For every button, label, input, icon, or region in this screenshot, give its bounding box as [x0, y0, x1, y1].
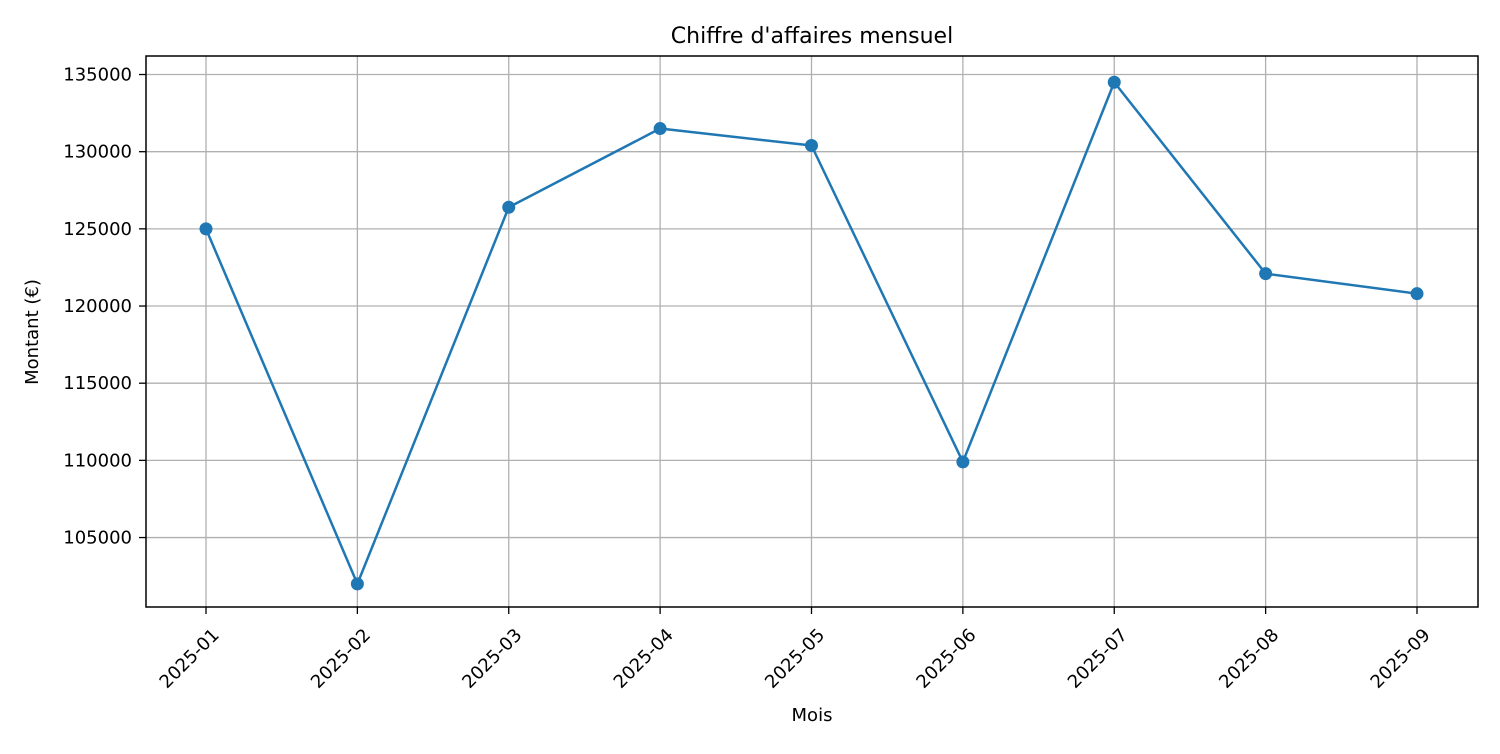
y-tick-label: 120000 [63, 296, 132, 317]
data-point [1107, 75, 1121, 89]
data-point [350, 577, 364, 591]
chart-title: Chiffre d'affaires mensuel [671, 24, 953, 49]
data-point [1259, 267, 1273, 281]
y-tick-label: 135000 [63, 65, 132, 86]
data-point [653, 122, 667, 136]
data-point [502, 200, 516, 214]
series-layer [199, 75, 1424, 591]
y-tick-label: 125000 [63, 219, 132, 240]
x-axis-label: Mois [792, 705, 833, 726]
data-point [805, 139, 818, 153]
data-point [956, 455, 970, 469]
y-tick-label: 110000 [63, 450, 132, 471]
y-axis-label: Montant (€) [22, 279, 43, 385]
y-tick-label: 130000 [63, 142, 132, 163]
data-point [1410, 287, 1424, 301]
data-point [199, 222, 213, 236]
y-tick-label: 105000 [63, 528, 132, 549]
y-tick-label: 115000 [63, 373, 132, 394]
